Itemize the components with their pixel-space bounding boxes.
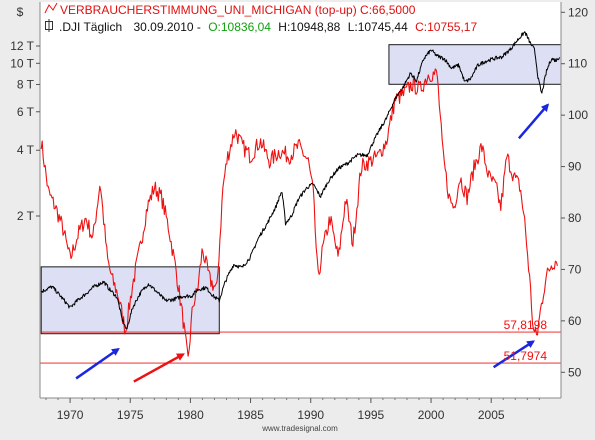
dji-name: .DJI Täglich: [59, 20, 122, 34]
x-tick-label-2: 1980: [177, 408, 204, 422]
x-tick-label-3: 1985: [237, 408, 264, 422]
arrow-blue-3: [492, 340, 536, 369]
x-tick-label-1: 1975: [117, 408, 144, 422]
y-left-tick-label-1: 4 T: [17, 143, 35, 157]
y-right-tick-label-1: 60: [568, 314, 582, 328]
series-layer: [40, 31, 561, 357]
source-credit: www.tradesignal.com: [261, 424, 338, 433]
legend-sentiment-text: VERBRAUCHERSTIMMUNG_UNI_MICHIGAN (top-up…: [60, 3, 416, 17]
arrow-red-1: [133, 353, 185, 383]
series-dji-line: [40, 31, 561, 330]
legend-sentiment[interactable]: VERBRAUCHERSTIMMUNG_UNI_MICHIGAN (top-up…: [44, 2, 416, 17]
y-axis-left: 2 T 4 T 6 T 8 T 10 T 12 T: [10, 39, 40, 223]
level-labels: 57,8198 51,7974: [504, 318, 548, 363]
legend-dji[interactable]: .DJI Täglich 30.09.2010 - O:10836,04 H:1…: [45, 19, 478, 34]
y-right-tick-label-2: 70: [568, 262, 582, 276]
y-right-tick-label-6: 110: [568, 57, 587, 71]
y-left-tick-label-4: 10 T: [10, 56, 34, 70]
dji-close: C:10755,17: [415, 20, 477, 34]
y-left-tick-label-3: 8 T: [17, 77, 35, 91]
x-tick-label-6: 2000: [418, 408, 445, 422]
x-tick-label-7: 2005: [478, 408, 505, 422]
y-right-tick-label-4: 90: [568, 160, 582, 174]
dji-open: O:10836,04: [208, 20, 271, 34]
arrow-annotations: [75, 103, 550, 383]
dji-date: 30.09.2010 -: [133, 20, 200, 34]
y-right-tick-label-5: 100: [568, 108, 588, 122]
legend-dji-text: .DJI Täglich 30.09.2010 - O:10836,04 H:1…: [59, 20, 477, 34]
y-right-tick-label-3: 80: [568, 211, 582, 225]
level-label-0: 57,8198: [504, 318, 548, 332]
level-lines: [40, 331, 561, 364]
y-left-tick-label-2: 6 T: [17, 105, 35, 119]
line-series-icon: [44, 2, 58, 14]
arrow-blue-2: [517, 103, 550, 140]
currency-symbol: $: [17, 5, 24, 19]
y-right-tick-label-7: 120: [568, 5, 588, 19]
arrow-blue-0: [75, 348, 120, 380]
dji-high: H:10948,88: [278, 20, 340, 34]
x-axis: 1970 1975 1980 1985 1990 1995 2000 2005: [45, 398, 540, 422]
y-left-tick-label-5: 12 T: [10, 39, 34, 53]
y-axis-right: 50 60 70 80 90 100 110 120: [561, 5, 588, 379]
y-left-tick-label-0: 2 T: [17, 209, 35, 223]
x-tick-label-0: 1970: [57, 408, 84, 422]
y-right-tick-label-0: 50: [568, 365, 582, 379]
x-tick-label-4: 1990: [297, 408, 324, 422]
x-tick-label-5: 1995: [358, 408, 385, 422]
dji-low: L:10745,44: [348, 20, 408, 34]
level-label-1: 51,7974: [504, 349, 548, 363]
